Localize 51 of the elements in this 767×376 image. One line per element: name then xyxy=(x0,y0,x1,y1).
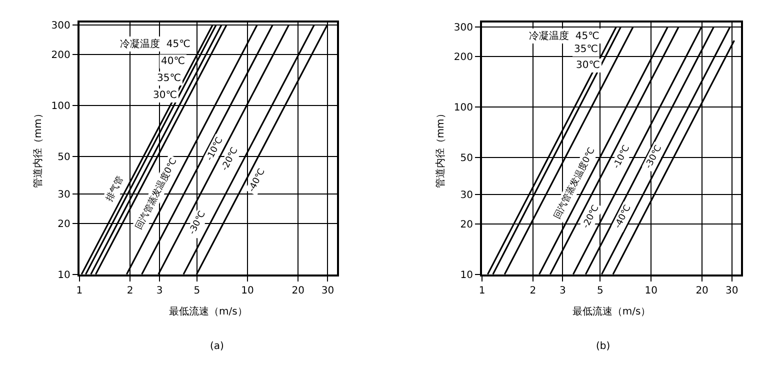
x-axis-title: 最低流速（m/s） xyxy=(168,305,248,318)
annotation: -40℃ xyxy=(247,167,268,194)
annotation: 40℃ xyxy=(161,56,185,67)
x-tick-label: 20 xyxy=(292,285,304,296)
x-tick-label: 20 xyxy=(696,285,708,296)
x-tick-label: 2 xyxy=(530,285,536,296)
text: (b) xyxy=(596,341,610,352)
annotation: 回汽管蒸发温度0℃ xyxy=(133,156,180,232)
y-tick-label: 30 xyxy=(58,189,70,200)
annotation: 排气管 xyxy=(104,174,126,204)
y-axis-title: 管道内径（mm） xyxy=(434,108,446,188)
y-tick-label: 10 xyxy=(460,270,474,281)
x-tick-label: 3 xyxy=(156,285,163,296)
y-tick-label: 10 xyxy=(58,270,70,281)
y-tick-label: 300 xyxy=(454,22,474,34)
annotation: -20℃ xyxy=(581,204,602,230)
x-tick-label: 30 xyxy=(725,285,738,296)
x-tick-label: 3 xyxy=(560,285,566,296)
x-tick-label: 10 xyxy=(644,285,658,296)
annotation: 冷凝温度 45℃ xyxy=(120,38,190,50)
y-tick-label: 200 xyxy=(454,52,474,64)
x-tick-label: 30 xyxy=(321,285,334,296)
x-tick-label: 5 xyxy=(194,285,200,296)
annotation: -30℃ xyxy=(644,144,664,170)
annotation: -30℃ xyxy=(188,210,208,236)
annotation: 冷凝温度 45℃ xyxy=(529,30,600,42)
y-tick-label: 100 xyxy=(454,102,474,114)
y-tick-label: 200 xyxy=(51,50,70,62)
annotation: 35℃ xyxy=(157,73,181,84)
annotation: 35℃ xyxy=(574,44,598,55)
annotation: -40℃ xyxy=(613,204,634,230)
x-tick-label: 2 xyxy=(126,285,134,296)
x-tick-label: 10 xyxy=(241,285,254,296)
y-tick-label: 100 xyxy=(51,101,70,112)
x-tick-label: 1 xyxy=(76,285,83,296)
y-tick-label: 20 xyxy=(460,219,474,230)
y-tick-label: 50 xyxy=(460,152,474,164)
y-tick-label: 300 xyxy=(51,20,70,32)
annotation: -10℃ xyxy=(205,136,226,163)
annotation: -10℃ xyxy=(612,144,632,170)
x-tick-label: 5 xyxy=(597,285,604,296)
annotation: -20℃ xyxy=(220,146,240,173)
x-axis-title: 最低流速（m/s） xyxy=(572,305,651,318)
annotation: 30℃ xyxy=(576,60,600,71)
x-tick-label: 1 xyxy=(478,285,486,296)
y-axis-title: 管道内径（mm） xyxy=(32,108,44,188)
text: (a) xyxy=(210,341,224,352)
y-tick-label: 30 xyxy=(460,190,474,202)
y-tick-label: 20 xyxy=(58,218,70,230)
y-tick-label: 50 xyxy=(58,152,70,163)
annotation: 30℃ xyxy=(153,90,177,101)
